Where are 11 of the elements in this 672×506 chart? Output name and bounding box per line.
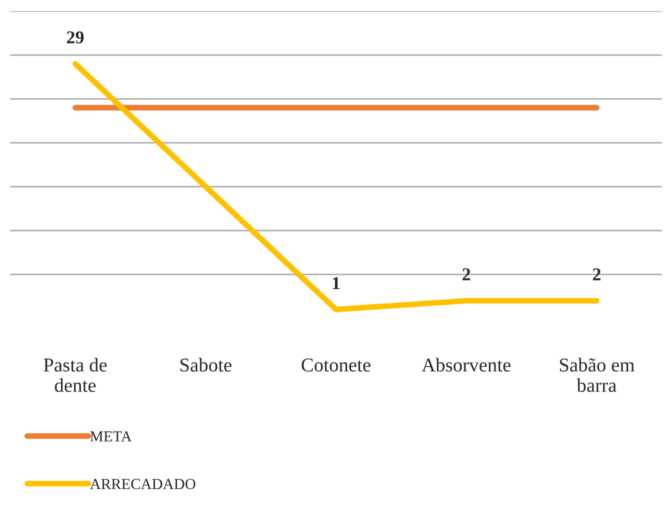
data-label: 29 <box>66 31 84 44</box>
legend-label: META <box>90 431 132 442</box>
data-label: 2 <box>462 268 470 280</box>
data-label: 1 <box>332 277 340 290</box>
x-tick-label: Pasta de dente <box>44 358 107 392</box>
x-tick-label: Absorvente <box>422 358 511 372</box>
x-tick-label: Cotonete <box>302 358 370 372</box>
x-tick-label: Sabote <box>180 358 232 372</box>
x-tick-label: Sabão em barra <box>560 358 634 392</box>
legend-label: ARRECADADO <box>90 478 196 490</box>
data-label: 2 <box>592 268 600 280</box>
